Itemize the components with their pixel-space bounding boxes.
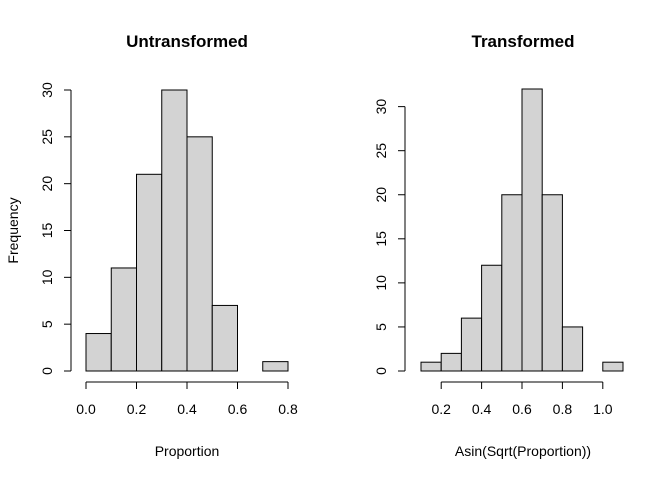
y-tick-label: 10	[39, 269, 55, 285]
histogram-bar	[460, 317, 483, 372]
y-tick-label: 20	[39, 176, 55, 192]
histogram-bar	[481, 264, 503, 372]
y-tick-label: 15	[39, 223, 55, 239]
histogram-bar	[85, 333, 112, 372]
y-tick-label: 0	[39, 367, 55, 375]
untransformed-histogram: Untransformed 0.0 0.2 0.4 0.6 0.8 0 5 10 15 20 25 30…	[5, 32, 298, 459]
histogram-bar	[561, 326, 584, 372]
x-tick-label: 0.0	[76, 401, 96, 417]
x-tick-label: 0.2	[127, 401, 147, 417]
histogram-bar	[440, 352, 462, 372]
histogram-bar	[110, 267, 137, 372]
y-tick-label: 30	[39, 82, 55, 98]
x-axis-label: Proportion	[155, 443, 220, 459]
histogram-bar	[136, 173, 163, 372]
y-tick-label: 25	[373, 143, 389, 159]
chart-title: Transformed	[472, 32, 575, 51]
transformed-histogram: Transformed 0.2 0.4 0.6 0.8 1.0 0 5 10 15 20 25 30 As…	[373, 32, 624, 459]
histogram-bar	[501, 194, 523, 372]
x-tick-label: 0.6	[228, 401, 248, 417]
histogram-bar	[186, 136, 213, 372]
x-tick-label: 0.8	[278, 401, 298, 417]
histogram-bar	[521, 88, 543, 372]
x-tick-label: 0.4	[472, 401, 492, 417]
y-tick-label: 15	[373, 231, 389, 247]
y-axis-label: Frequency	[5, 197, 21, 263]
x-tick-label: 0.2	[431, 401, 451, 417]
y-tick-label: 30	[373, 99, 389, 115]
x-tick-label: 0.8	[553, 401, 573, 417]
x-tick-label: 0.4	[177, 401, 197, 417]
y-tick-label: 10	[373, 275, 389, 291]
y-tick-label: 25	[39, 129, 55, 145]
histogram-bar	[602, 361, 624, 372]
histogram-bar	[420, 361, 442, 372]
x-tick-label: 0.6	[512, 401, 532, 417]
y-tick-label: 20	[373, 187, 389, 203]
y-tick-label: 0	[373, 367, 389, 375]
histogram-bar	[211, 304, 238, 372]
histogram-bar	[262, 361, 289, 372]
histogram-bar	[161, 89, 188, 372]
x-tick-label: 1.0	[593, 401, 613, 417]
x-axis-label: Asin(Sqrt(Proportion))	[455, 443, 591, 459]
y-tick-label: 5	[373, 323, 389, 331]
histogram-bar	[541, 194, 563, 372]
chart-title: Untransformed	[126, 32, 248, 51]
y-tick-label: 5	[39, 320, 55, 328]
